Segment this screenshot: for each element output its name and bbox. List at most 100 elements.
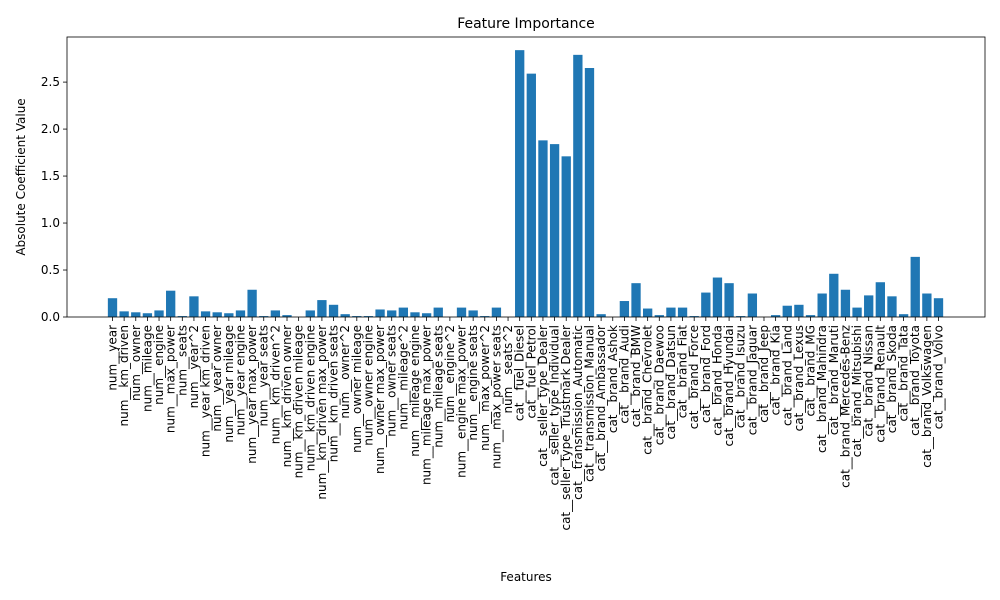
x-tick-label: num__seats^2 (501, 325, 515, 414)
bar (212, 312, 222, 317)
bar (933, 298, 944, 317)
bar (515, 50, 525, 318)
x-tick-label: num__km_driven engine (303, 325, 317, 471)
x-tick-label: cat__brand_Lexus (792, 325, 806, 431)
bar (747, 293, 758, 317)
bar (421, 313, 432, 317)
x-tick-label: num__max_power^2 (478, 325, 492, 451)
x-tick-label: num__km_driven seats (327, 325, 341, 462)
x-tick-label: num__year^2 (187, 325, 201, 408)
x-tick-label: cat__brand_Nissan (862, 325, 876, 437)
bar (864, 295, 874, 317)
bar (712, 277, 723, 317)
bar (596, 314, 606, 317)
x-tick-label: num__engine (152, 325, 166, 405)
x-tick-label: num__km_driven owner (280, 325, 294, 467)
bar (794, 304, 804, 317)
x-tick-label: num__year max_power (245, 325, 259, 464)
x-tick-label: num__owner mileage (350, 325, 364, 453)
bar (782, 305, 792, 317)
bar (817, 293, 827, 317)
x-tick-label: num__max_power (164, 325, 178, 433)
bar (235, 310, 246, 317)
bar (677, 307, 688, 317)
x-tick-label: cat__brand_Daewoo (652, 325, 666, 445)
x-tick-label: cat__brand_Skoda (885, 325, 899, 433)
x-tick-label: cat__brand_Volkswagen (920, 325, 934, 468)
bar (119, 311, 129, 317)
x-tick-label: num__engine seats (466, 325, 480, 441)
x-tick-label: num__mileage engine (408, 325, 422, 457)
bar (584, 68, 595, 317)
bar (829, 273, 839, 317)
x-tick-label: num__mileage (140, 325, 154, 412)
x-tick-label: cat__transmission_Automatic (571, 325, 585, 500)
bar (526, 73, 536, 317)
bar (410, 312, 420, 317)
bar (456, 307, 467, 317)
bar (538, 140, 548, 317)
x-tick-label: num__owner max_power (373, 325, 387, 474)
x-tick-label: cat__transmission_Manual (582, 325, 596, 482)
x-tick-label: cat__brand_Tata (897, 325, 911, 422)
bar (433, 307, 443, 317)
x-tick-label: cat__seller_type_Dealer (536, 325, 550, 467)
bar (131, 312, 141, 317)
bar (166, 290, 176, 317)
y-axis: 0.0 0.5 1.0 1.5 2.0 2.5 (41, 75, 67, 324)
bar (189, 296, 199, 317)
x-tick-label: num__seats (175, 325, 189, 396)
x-tick-label: num__km_driven max_power (315, 325, 329, 500)
bar (317, 300, 327, 317)
x-tick-label: num__owner^2 (338, 325, 352, 419)
x-tick-label: cat__brand_Hyundai (722, 325, 736, 446)
y-tick-label: 1.5 (41, 169, 60, 183)
bar (328, 304, 339, 317)
bar (224, 313, 234, 317)
bar (468, 310, 478, 317)
x-tick-label: cat__brand_MG (804, 325, 818, 416)
bar (200, 311, 211, 317)
x-tick-label: cat__brand_Audi (617, 325, 631, 424)
x-tick-label: num__km_driven (117, 325, 131, 427)
bar (177, 316, 187, 317)
x-tick-label: cat__brand_Kia (769, 325, 783, 415)
y-tick-label: 1.0 (41, 216, 60, 230)
bar (736, 316, 746, 317)
y-axis-label: Absolute Coefficient Value (14, 98, 28, 255)
bar (480, 316, 490, 317)
bar (363, 316, 374, 317)
x-tick-label: cat__seller_type_Trustmark Dealer (559, 325, 573, 531)
x-tick-label: cat__brand_Chevrolet (641, 325, 655, 455)
x-tick-label: num__max_power seats (489, 325, 503, 469)
bar (701, 292, 711, 317)
bar (666, 307, 676, 317)
bar (840, 289, 851, 317)
x-tick-label: num__mileage seats (431, 325, 445, 448)
x-tick-label: cat__brand_Volvo (932, 325, 946, 429)
bar (154, 310, 164, 317)
bar (259, 316, 269, 317)
bar (619, 301, 630, 317)
bar (724, 283, 734, 317)
bar (689, 316, 699, 317)
bar (375, 309, 385, 317)
x-tick-label: cat__brand_Force (687, 325, 701, 429)
bar (875, 282, 885, 317)
bar (398, 307, 408, 317)
x-tick-label: num__owner engine (361, 325, 375, 446)
x-axis-label: Features (500, 570, 552, 584)
x-tick-label: num__year mileage (222, 325, 236, 443)
x-tick-label: cat__seller_type_Individual (548, 325, 562, 486)
bar (270, 310, 281, 317)
bar (643, 308, 653, 317)
bar (561, 156, 571, 317)
bar (631, 283, 641, 317)
x-tick-label: cat__brand_Toyota (908, 325, 922, 436)
x-tick-label: num__year km_driven (199, 325, 213, 457)
x-tick-label: num__owner seats (385, 325, 399, 437)
bar (142, 313, 153, 317)
bar (573, 54, 583, 317)
x-tick-label: cat__brand_Land (780, 325, 794, 426)
